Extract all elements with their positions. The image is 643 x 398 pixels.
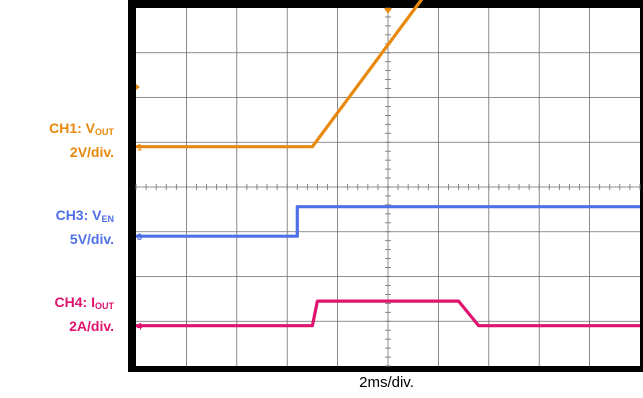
ch1-name: CH1: VOUT [49, 120, 114, 137]
ch3-trace [136, 205, 640, 238]
ch4-scale: 2A/div. [69, 318, 114, 334]
ch1-scale: 2V/div. [69, 144, 114, 160]
trigger-position-marker [384, 8, 392, 14]
channel-markers: 1 3 4 [137, 143, 142, 332]
ch3-scale: 5V/div. [69, 231, 114, 247]
oscilloscope-plot: 1 3 4 [128, 0, 643, 372]
ch3-label: CH3: VEN 5V/div. [56, 205, 114, 249]
time-division-label: 2ms/div. [359, 374, 414, 391]
ch3-ground-marker: 3 [137, 232, 142, 242]
traces [136, 0, 640, 328]
ch4-ground-marker: 4 [137, 322, 142, 332]
ch1-label: CH1: VOUT 2V/div. [49, 118, 114, 162]
ch4-label: CH4: IOUT 2A/div. [55, 292, 114, 336]
trigger-level-marker [136, 84, 140, 90]
ch3-name: CH3: VEN [55, 207, 114, 224]
ch4-trace [136, 299, 640, 328]
ch1-trace [136, 0, 424, 149]
ch4-name: CH4: IOUT [54, 294, 114, 311]
ch1-ground-marker: 1 [137, 143, 142, 153]
graticule [135, 7, 641, 367]
